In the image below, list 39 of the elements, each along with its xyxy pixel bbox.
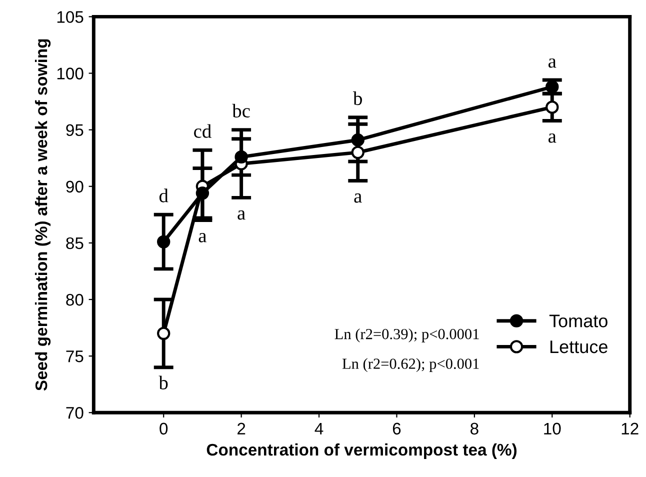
legend-label: Tomato [549, 314, 608, 328]
annotation: a [548, 58, 556, 68]
legend-label: Lettuce [550, 340, 608, 354]
y-tick-label: 100 [57, 68, 84, 80]
y-tick-label: 95 [66, 124, 84, 136]
annotation: a [198, 233, 207, 242]
x-tick-label: 12 [622, 422, 638, 434]
x-tick-label: 4 [314, 422, 324, 434]
annotation: a [548, 133, 556, 143]
point [196, 186, 210, 200]
point [351, 133, 364, 147]
y-axis-title: Seed germination (%) after a week of sowing [34, 39, 51, 391]
x-tick-label: 2 [238, 422, 246, 434]
point [157, 235, 170, 248]
annotation: d [159, 188, 168, 202]
annotation: a [354, 193, 362, 203]
point [351, 146, 364, 160]
x-tick-label: 6 [392, 422, 401, 435]
point [234, 150, 248, 164]
annotation: a [238, 210, 246, 220]
y-tick-label: 70 [66, 407, 84, 419]
point [157, 326, 170, 340]
annotation: b [353, 91, 362, 106]
point [546, 80, 559, 94]
y-tick-label: 75 [66, 350, 84, 362]
annotation: b [158, 376, 168, 390]
x-tick-label: 10 [544, 422, 561, 435]
annotation: Ln (r2=0.39); p<0.0001 [334, 328, 479, 342]
y-tick-label: 105 [57, 11, 84, 23]
y-tick-label: 85 [66, 237, 84, 250]
y-tick-label: 80 [66, 294, 84, 306]
point [546, 100, 559, 114]
annotation: Ln (r2=0.62); p<0.001 [342, 358, 479, 372]
x-tick-label: 0 [160, 422, 168, 435]
annotation: cd [194, 124, 212, 138]
x-axis-title: Concentration of vermicompost tea (%) [206, 443, 517, 459]
x-tick-label: 8 [470, 422, 478, 435]
annotation: bc [232, 104, 250, 118]
y-tick-label: 90 [66, 180, 84, 193]
